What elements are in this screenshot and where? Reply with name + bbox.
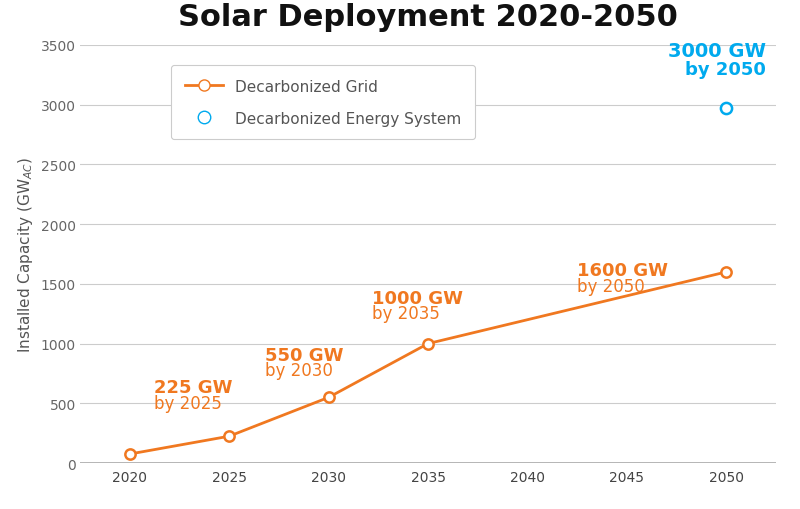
Point bbox=[222, 432, 235, 440]
Text: by 2050: by 2050 bbox=[577, 277, 645, 295]
Text: 3000 GW: 3000 GW bbox=[668, 42, 766, 61]
Text: 550 GW: 550 GW bbox=[265, 346, 343, 364]
Legend: Decarbonized Grid, Decarbonized Energy System: Decarbonized Grid, Decarbonized Energy S… bbox=[171, 66, 475, 140]
Text: 1000 GW: 1000 GW bbox=[372, 289, 463, 307]
Title: Solar Deployment 2020-2050: Solar Deployment 2020-2050 bbox=[178, 4, 678, 33]
Point bbox=[123, 450, 136, 458]
Point bbox=[720, 104, 733, 112]
Y-axis label: Installed Capacity (GW$_{AC}$): Installed Capacity (GW$_{AC}$) bbox=[16, 157, 35, 352]
Point bbox=[422, 340, 434, 348]
Text: by 2035: by 2035 bbox=[372, 304, 440, 323]
Text: by 2025: by 2025 bbox=[154, 394, 222, 412]
Point bbox=[322, 393, 335, 402]
Point bbox=[720, 268, 733, 276]
Text: 225 GW: 225 GW bbox=[154, 379, 232, 397]
Text: by 2050: by 2050 bbox=[685, 61, 766, 79]
Text: 1600 GW: 1600 GW bbox=[577, 262, 668, 279]
Text: by 2030: by 2030 bbox=[265, 362, 333, 380]
